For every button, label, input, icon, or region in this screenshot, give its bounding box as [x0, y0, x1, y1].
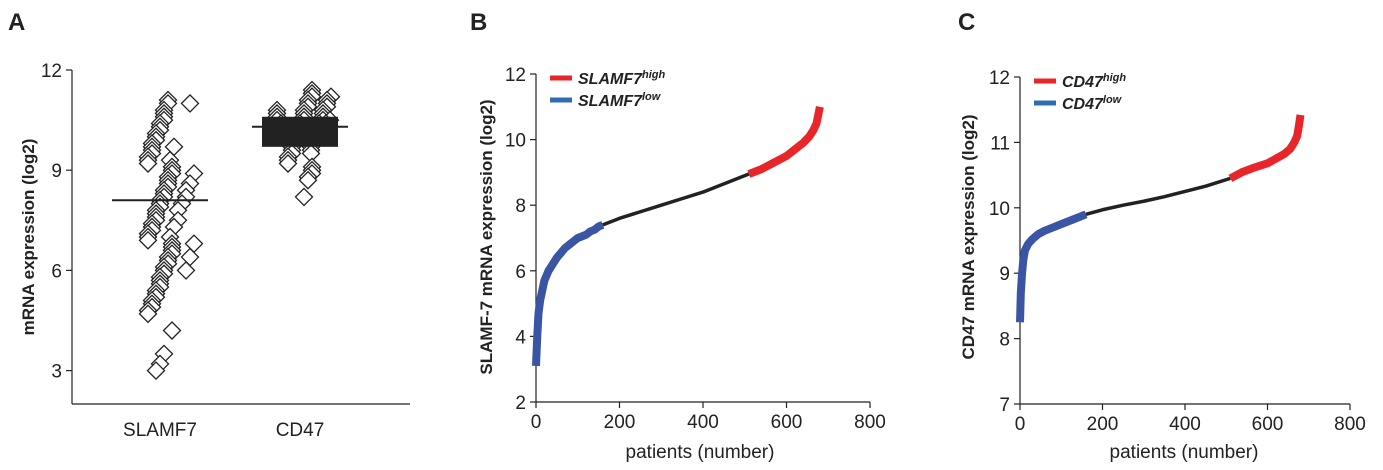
panel-a-point — [176, 260, 196, 280]
panel-b-x-tick-label: 200 — [604, 412, 636, 433]
panel-a-marks — [112, 80, 348, 381]
panel-a-letter: A — [8, 9, 25, 36]
panel-b-x-tick-label: 800 — [854, 412, 886, 433]
panel-a-point — [298, 170, 318, 190]
legend-gene: SLAMF7 — [578, 93, 643, 110]
panel-a-y-tick-label: 6 — [51, 261, 62, 282]
panel-a-point — [138, 230, 158, 250]
panel-c-axes: 7 8 9 10 11 12 0 200 400 600 800 — [989, 68, 1366, 435]
panel-b-legend-label: SLAMF7low — [578, 91, 662, 110]
panel-b-y-tick-label: 10 — [505, 131, 526, 152]
panel-a-point — [162, 321, 182, 340]
panel-c-y-tick-label: 11 — [990, 133, 1010, 154]
legend-gene: CD47 — [1062, 96, 1104, 113]
panel-c-y-tick-label: 7 — [999, 395, 1010, 416]
panel-c-letter: C — [958, 9, 975, 36]
panel-a-point — [278, 154, 298, 173]
panel-c-legend-label: CD47low — [1062, 94, 1123, 113]
panel-c: C CD47 mRNA expression (log2) patients (… — [958, 9, 1366, 463]
panel-c-x-axis-label: patients (number) — [1110, 442, 1259, 463]
panel-c-y-axis-label: CD47 mRNA expression (log2) — [959, 115, 978, 360]
panel-b-x-tick-label: 400 — [687, 412, 719, 433]
panel-a-x-tick-label: SLAMF7 — [123, 420, 197, 441]
panel-b-y-tick-label: 12 — [505, 65, 526, 86]
legend-gene: CD47 — [1062, 74, 1104, 91]
panel-a-point — [180, 93, 200, 113]
panel-a-y-tick-label: 12 — [41, 61, 62, 82]
panel-c-y-tick-label: 9 — [999, 264, 1010, 285]
panel-c-series-line — [1016, 210, 1088, 323]
panel-b-letter: B — [470, 9, 487, 36]
panel-a-point — [146, 361, 166, 381]
panel-c-y-tick-label: 8 — [999, 330, 1010, 351]
panel-b-x-tick-label: 0 — [531, 412, 542, 433]
legend-superscript: low — [642, 91, 662, 103]
panel-c-x-tick-label: 400 — [1169, 414, 1201, 435]
panel-b-x-tick-label: 600 — [771, 412, 803, 433]
panel-c-x-tick-label: 0 — [1015, 414, 1026, 435]
panel-c-legend-label: CD47high — [1062, 72, 1126, 91]
panel-b-series-line — [602, 172, 750, 227]
panel-a-dense-cluster — [262, 116, 338, 147]
panel-a-y-tick-label: 9 — [51, 161, 62, 182]
panel-c-x-tick-label: 800 — [1334, 414, 1366, 435]
panel-a-x-tick-label: CD47 — [276, 420, 325, 441]
panel-c-series-line — [1085, 176, 1231, 217]
panel-a-axes: 3 6 9 12 SLAMF7 CD47 — [41, 61, 410, 441]
panel-a-point — [294, 187, 314, 207]
panel-a-y-tick-label: 3 — [51, 362, 62, 383]
legend-gene: SLAMF7 — [578, 71, 643, 88]
panel-a-y-axis-label: mRNA expression (log2) — [19, 139, 38, 336]
panel-a: A mRNA expression (log2) 3 6 9 12 SLAMF7 CD47 — [8, 9, 410, 441]
panel-b-y-tick-label: 2 — [515, 393, 526, 414]
panel-b-series-line — [747, 106, 824, 178]
panel-b-legend-label: SLAMF7high — [578, 69, 665, 88]
panel-b-series-line — [532, 221, 605, 367]
panel-c-marks — [1016, 114, 1305, 323]
legend-superscript: high — [642, 69, 665, 81]
panel-b-y-tick-label: 4 — [515, 327, 526, 348]
panel-c-y-tick-label: 12 — [989, 68, 1010, 89]
panel-b-marks — [532, 106, 824, 367]
panel-b-y-tick-label: 6 — [515, 262, 526, 283]
panel-b-y-tick-label: 8 — [515, 196, 526, 217]
panel-c-series-line — [1228, 114, 1305, 182]
panel-b-y-axis-label: SLAMF-7 mRNA expression (log2) — [477, 99, 496, 374]
panel-b: B SLAMF-7 mRNA expression (log2) patient… — [470, 9, 886, 463]
panel-b-x-axis-label: patients (number) — [626, 442, 775, 463]
panel-c-y-tick-label: 10 — [989, 199, 1010, 220]
panel-a-point — [138, 304, 158, 324]
legend-superscript: high — [1103, 72, 1126, 84]
panel-a-point — [138, 154, 158, 173]
legend-superscript: low — [1103, 94, 1123, 106]
panel-c-x-tick-label: 200 — [1087, 414, 1119, 435]
panel-c-x-tick-label: 600 — [1252, 414, 1284, 435]
